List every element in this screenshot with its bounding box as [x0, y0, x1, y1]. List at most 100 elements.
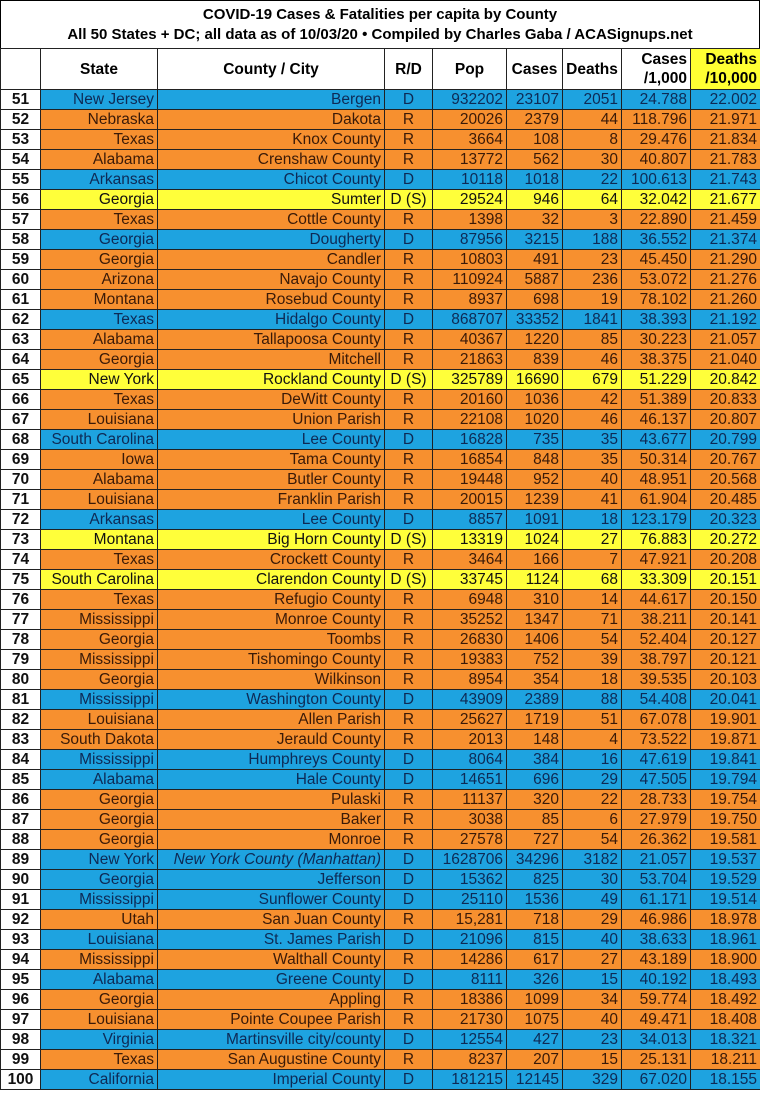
cell-county[interactable]: New York County (Manhattan): [157, 849, 385, 870]
cell-rd[interactable]: R: [384, 269, 433, 290]
cell-deaths-per-10000[interactable]: 20.141: [690, 609, 760, 630]
cell-rank[interactable]: 52: [0, 109, 41, 130]
cell-cases[interactable]: 3215: [506, 229, 563, 250]
cell-cases[interactable]: 1075: [506, 1009, 563, 1030]
cell-rank[interactable]: 87: [0, 809, 41, 830]
cell-county[interactable]: Baker: [157, 809, 385, 830]
cell-pop[interactable]: 87956: [432, 229, 507, 250]
cell-state[interactable]: Montana: [40, 529, 158, 550]
cell-rank[interactable]: 94: [0, 949, 41, 970]
cell-deaths[interactable]: 2051: [562, 89, 622, 110]
cell-deaths-per-10000[interactable]: 20.208: [690, 549, 760, 570]
cell-deaths[interactable]: 51: [562, 709, 622, 730]
cell-cases[interactable]: 1124: [506, 569, 563, 590]
cell-deaths[interactable]: 6: [562, 809, 622, 830]
cell-county[interactable]: Rockland County: [157, 369, 385, 390]
cell-deaths[interactable]: 41: [562, 489, 622, 510]
cell-rd[interactable]: D: [384, 1069, 433, 1090]
cell-deaths-per-10000[interactable]: 18.492: [690, 989, 760, 1010]
cell-cases-per-1000[interactable]: 38.633: [621, 929, 691, 950]
cell-rd[interactable]: R: [384, 149, 433, 170]
cell-rd[interactable]: R: [384, 669, 433, 690]
cell-cases-per-1000[interactable]: 25.131: [621, 1049, 691, 1070]
cell-deaths[interactable]: 35: [562, 449, 622, 470]
cell-deaths[interactable]: 88: [562, 689, 622, 710]
cell-deaths[interactable]: 54: [562, 829, 622, 850]
cell-cases[interactable]: 34296: [506, 849, 563, 870]
cell-rd[interactable]: R: [384, 809, 433, 830]
cell-state[interactable]: Louisiana: [40, 1009, 158, 1030]
cell-rd[interactable]: D: [384, 509, 433, 530]
cell-deaths[interactable]: 35: [562, 429, 622, 450]
cell-deaths-per-10000[interactable]: 20.568: [690, 469, 760, 490]
cell-pop[interactable]: 10803: [432, 249, 507, 270]
cell-rd[interactable]: R: [384, 949, 433, 970]
cell-state[interactable]: Georgia: [40, 869, 158, 890]
cell-rd[interactable]: R: [384, 249, 433, 270]
cell-rank[interactable]: 70: [0, 469, 41, 490]
cell-deaths-per-10000[interactable]: 21.057: [690, 329, 760, 350]
cell-rd[interactable]: R: [384, 909, 433, 930]
cell-rank[interactable]: 51: [0, 89, 41, 110]
cell-deaths-per-10000[interactable]: 21.783: [690, 149, 760, 170]
cell-pop[interactable]: 2013: [432, 729, 507, 750]
cell-rd[interactable]: R: [384, 329, 433, 350]
cell-state[interactable]: Mississippi: [40, 609, 158, 630]
cell-deaths-per-10000[interactable]: 18.321: [690, 1029, 760, 1050]
cell-deaths-per-10000[interactable]: 20.121: [690, 649, 760, 670]
cell-deaths-per-10000[interactable]: 21.459: [690, 209, 760, 230]
cell-state[interactable]: South Carolina: [40, 569, 158, 590]
cell-pop[interactable]: 43909: [432, 689, 507, 710]
cell-county[interactable]: Dakota: [157, 109, 385, 130]
cell-rd[interactable]: R: [384, 629, 433, 650]
cell-state[interactable]: Texas: [40, 309, 158, 330]
cell-deaths-per-10000[interactable]: 20.767: [690, 449, 760, 470]
cell-pop[interactable]: 20160: [432, 389, 507, 410]
cell-rank[interactable]: 72: [0, 509, 41, 530]
cell-rank[interactable]: 73: [0, 529, 41, 550]
cell-county[interactable]: Monroe: [157, 829, 385, 850]
cell-cases-per-1000[interactable]: 61.171: [621, 889, 691, 910]
cell-cases[interactable]: 33352: [506, 309, 563, 330]
cell-pop[interactable]: 22108: [432, 409, 507, 430]
cell-county[interactable]: St. James Parish: [157, 929, 385, 950]
cell-rd[interactable]: D (S): [384, 569, 433, 590]
cell-cases[interactable]: 1347: [506, 609, 563, 630]
cell-deaths-per-10000[interactable]: 18.978: [690, 909, 760, 930]
cell-county[interactable]: DeWitt County: [157, 389, 385, 410]
cell-rank[interactable]: 82: [0, 709, 41, 730]
cell-deaths-per-10000[interactable]: 20.799: [690, 429, 760, 450]
cell-county[interactable]: Tishomingo County: [157, 649, 385, 670]
cell-cases[interactable]: 1719: [506, 709, 563, 730]
cell-rd[interactable]: D: [384, 969, 433, 990]
cell-state[interactable]: Texas: [40, 389, 158, 410]
cell-deaths-per-10000[interactable]: 20.150: [690, 589, 760, 610]
cell-cases[interactable]: 2389: [506, 689, 563, 710]
cell-state[interactable]: Arkansas: [40, 509, 158, 530]
cell-cases-per-1000[interactable]: 38.211: [621, 609, 691, 630]
cell-rank[interactable]: 77: [0, 609, 41, 630]
cell-county[interactable]: Crockett County: [157, 549, 385, 570]
cell-county[interactable]: Washington County: [157, 689, 385, 710]
cell-cases-per-1000[interactable]: 51.229: [621, 369, 691, 390]
cell-deaths[interactable]: 22: [562, 169, 622, 190]
cell-cases-per-1000[interactable]: 32.042: [621, 189, 691, 210]
cell-deaths-per-10000[interactable]: 18.155: [690, 1069, 760, 1090]
cell-cases-per-1000[interactable]: 29.476: [621, 129, 691, 150]
cell-pop[interactable]: 12554: [432, 1029, 507, 1050]
cell-cases[interactable]: 1536: [506, 889, 563, 910]
cell-rank[interactable]: 91: [0, 889, 41, 910]
cell-deaths-per-10000[interactable]: 21.290: [690, 249, 760, 270]
cell-pop[interactable]: 29524: [432, 189, 507, 210]
cell-cases-per-1000[interactable]: 47.921: [621, 549, 691, 570]
cell-rank[interactable]: 90: [0, 869, 41, 890]
cell-deaths-per-10000[interactable]: 19.871: [690, 729, 760, 750]
cell-county[interactable]: Franklin Parish: [157, 489, 385, 510]
cell-deaths[interactable]: 42: [562, 389, 622, 410]
cell-cases[interactable]: 946: [506, 189, 563, 210]
cell-state[interactable]: Montana: [40, 289, 158, 310]
cell-rank[interactable]: 79: [0, 649, 41, 670]
cell-cases[interactable]: 166: [506, 549, 563, 570]
cell-state[interactable]: Georgia: [40, 349, 158, 370]
cell-cases-per-1000[interactable]: 24.788: [621, 89, 691, 110]
